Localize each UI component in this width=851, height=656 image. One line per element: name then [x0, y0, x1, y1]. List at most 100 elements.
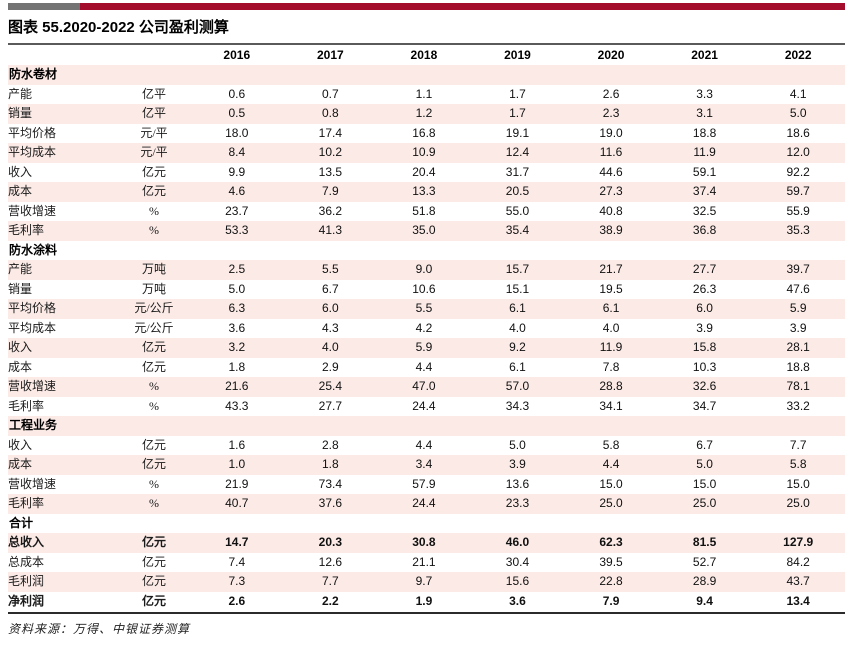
- cell-value: 30.8: [412, 535, 436, 549]
- row-unit: 万吨: [141, 281, 166, 296]
- cell-value: 25.0: [599, 496, 623, 510]
- cell-value: 1.8: [322, 457, 339, 471]
- data-row: 销量 万吨 5.0 6.7 10.6 15.1 19.5 26.3 47.6: [8, 280, 845, 300]
- row-label: 产能: [8, 86, 33, 101]
- cell-value: 2.9: [322, 359, 339, 374]
- cell-value: 18.6: [786, 125, 810, 140]
- year-header: 2017: [316, 48, 344, 62]
- year-header: 2022: [784, 48, 812, 62]
- cell-value: 16.8: [412, 125, 436, 140]
- cell-value: 21.6: [225, 379, 249, 393]
- row-label-header: [8, 46, 118, 65]
- row-unit: 元/公斤: [134, 301, 174, 315]
- cell-value: 2.2: [322, 593, 339, 608]
- cell-value: 6.3: [228, 301, 246, 315]
- cell-value: 19.0: [599, 125, 623, 140]
- cell-value: 18.8: [692, 125, 717, 140]
- cell-value: 32.6: [692, 379, 717, 393]
- row-unit: 亿元: [141, 554, 166, 569]
- cell-value: 43.7: [786, 574, 810, 588]
- cell-value: 43.3: [225, 398, 249, 413]
- cell-value: 8.4: [228, 145, 246, 159]
- cell-value: 4.4: [602, 457, 620, 471]
- cell-value: 1.7: [509, 106, 526, 120]
- cell-value: 4.2: [415, 320, 433, 335]
- cell-value: 3.9: [789, 320, 807, 335]
- cell-value: 55.0: [505, 203, 530, 218]
- cell-value: 37.4: [692, 184, 717, 198]
- cell-value: 5.5: [322, 262, 339, 276]
- year-header: 2020: [597, 48, 625, 62]
- cell-value: 1.7: [509, 86, 526, 101]
- cell-value: 15.6: [505, 574, 530, 588]
- cell-value: 5.5: [415, 301, 433, 315]
- cell-value: 30.4: [505, 554, 530, 569]
- row-unit: 亿平: [141, 106, 166, 120]
- cell-value: 23.7: [225, 203, 249, 218]
- profit-forecast-table: 2016 2017 2018 2019 2020 2021 2022 防水卷材 产能 亿平 0.6…: [8, 46, 845, 611]
- cell-value: 9.7: [415, 574, 433, 588]
- cell-value: 13.3: [412, 184, 436, 198]
- cell-value: 34.3: [505, 398, 530, 413]
- row-label: 总收入: [8, 535, 45, 549]
- row-label: 收入: [8, 340, 33, 354]
- row-label: 产能: [8, 262, 33, 276]
- brand-bar-gray-segment: [8, 3, 80, 10]
- data-row: 销量 亿平 0.5 0.8 1.2 1.7 2.3 3.1 5.0: [8, 104, 845, 124]
- cell-value: 22.8: [599, 574, 623, 588]
- title-divider: [8, 43, 845, 45]
- cell-value: 0.8: [322, 106, 339, 120]
- cell-value: 13.4: [786, 593, 810, 608]
- cell-value: 12.6: [318, 554, 343, 569]
- cell-value: 4.6: [228, 184, 246, 198]
- cell-value: 35.4: [505, 223, 530, 237]
- data-row: 毛利率% 40.7 37.6 24.4 23.3 25.0 25.0 25.0: [8, 494, 845, 514]
- row-unit: 亿平: [141, 86, 166, 101]
- cell-value: 5.0: [509, 437, 526, 452]
- row-label: 净利润: [8, 593, 45, 608]
- row-label: 营收增速: [8, 203, 57, 218]
- cell-value: 3.1: [696, 106, 713, 120]
- cell-value: 20.3: [318, 535, 343, 549]
- cell-value: 12.4: [505, 145, 530, 159]
- cell-value: 6.1: [509, 301, 526, 315]
- cell-value: 3.2: [228, 340, 246, 354]
- year-header-row: 2016 2017 2018 2019 2020 2021 2022: [8, 46, 845, 65]
- cell-value: 20.5: [505, 184, 530, 198]
- cell-value: 23.3: [505, 496, 530, 510]
- cell-value: 25.4: [318, 379, 343, 393]
- data-row: 成本 亿元 1.8 2.9 4.4 6.1 7.8 10.3 18.8: [8, 358, 845, 378]
- row-label: 销量: [8, 281, 33, 296]
- section-title: 工程业务: [9, 418, 58, 432]
- row-label: 销量: [8, 106, 33, 120]
- cell-value: 2.6: [228, 593, 246, 608]
- cell-value: 9.2: [509, 340, 526, 354]
- cell-value: 52.7: [692, 554, 717, 569]
- cell-value: 3.9: [696, 320, 713, 335]
- cell-value: 27.7: [692, 262, 717, 276]
- section-row: 防水卷材: [8, 65, 845, 85]
- cell-value: 5.9: [415, 340, 433, 354]
- cell-value: 1.9: [415, 593, 433, 608]
- cell-value: 14.7: [225, 535, 249, 549]
- row-label: 收入: [8, 164, 33, 179]
- year-header: 2021: [691, 48, 718, 62]
- brand-color-bar: [8, 3, 845, 10]
- row-label: 平均成本: [8, 320, 57, 335]
- cell-value: 25.0: [786, 496, 810, 510]
- cell-value: 5.0: [228, 281, 246, 296]
- cell-value: 1.8: [228, 359, 246, 374]
- cell-value: 47.6: [786, 281, 810, 296]
- cell-value: 3.3: [696, 86, 713, 101]
- cell-value: 25.0: [692, 496, 717, 510]
- section-title: 防水卷材: [9, 67, 58, 81]
- cell-value: 7.7: [322, 574, 339, 588]
- cell-value: 24.4: [412, 398, 436, 413]
- cell-value: 6.7: [322, 281, 339, 296]
- data-row: 平均价格 元/公斤 6.3 6.0 5.5 6.1 6.1 6.0 5.9: [8, 299, 845, 319]
- cell-value: 36.8: [692, 223, 717, 237]
- row-unit: 亿元: [141, 535, 166, 549]
- cell-value: 15.0: [786, 476, 810, 491]
- cell-value: 41.3: [318, 223, 343, 237]
- cell-value: 10.9: [412, 145, 436, 159]
